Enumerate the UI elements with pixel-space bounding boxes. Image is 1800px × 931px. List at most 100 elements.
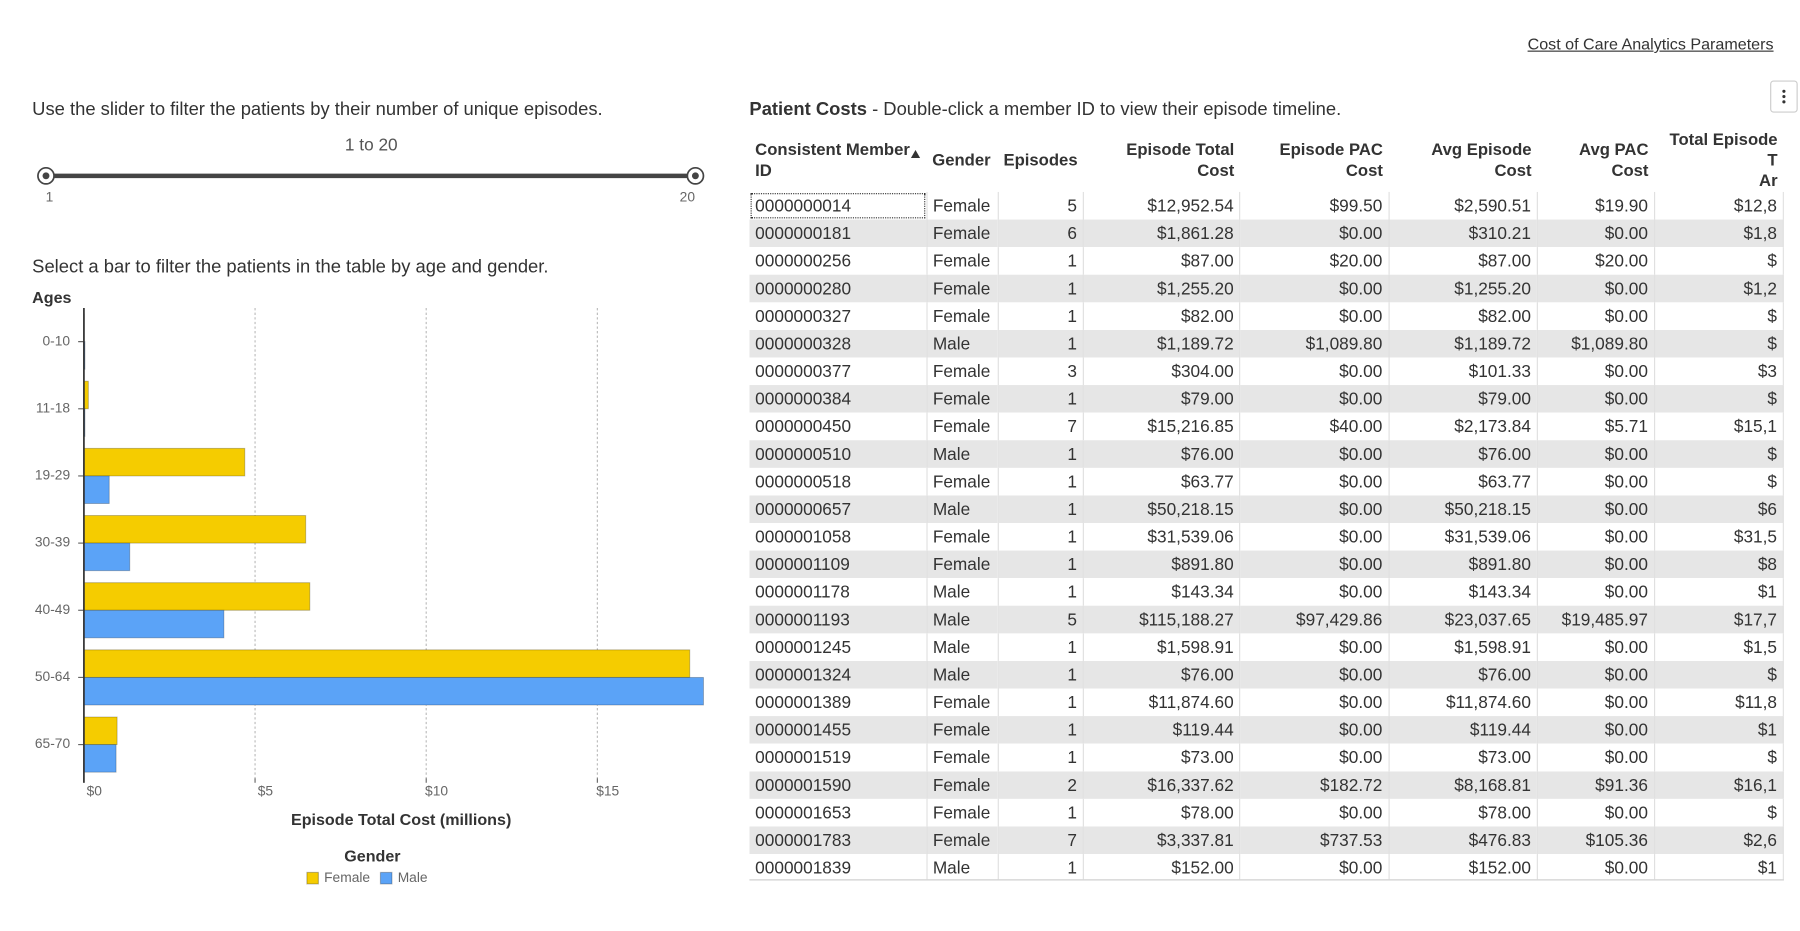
table-cell: 0000000327: [749, 302, 928, 330]
table-cell: $101.33: [1388, 357, 1538, 386]
table-row[interactable]: 0000001058 Female 1 $31,539.06 $0.00 $31,539.…: [749, 522, 1784, 551]
y-tick-label: 0-10: [43, 333, 71, 348]
bar[interactable]: [83, 649, 691, 678]
menu-button[interactable]: [1770, 80, 1798, 113]
table-cell: $78.00: [1388, 798, 1538, 827]
column-header[interactable]: Episodes: [1003, 151, 1078, 171]
table-cell: $1,598.91: [1083, 633, 1241, 661]
column-header[interactable]: Total Episode T Ar: [1669, 131, 1778, 191]
table-cell: $2,6: [1654, 826, 1784, 855]
table-row[interactable]: 0000000327 Female 1 $82.00 $0.00 $82.00 $0.00 $: [749, 302, 1784, 330]
table-row[interactable]: 0000001519 Female 1 $73.00 $0.00 $73.00 $0.00 $: [749, 743, 1784, 772]
table-cell: $0.00: [1537, 743, 1655, 772]
table-row[interactable]: 0000000518 Female 1 $63.77 $0.00 $63.77 $0.00 $: [749, 467, 1784, 496]
table-cell: Male: [926, 660, 999, 689]
column-header[interactable]: Episode Total Cost: [1126, 141, 1235, 181]
table-row[interactable]: 0000000384 Female 1 $79.00 $0.00 $79.00 $0.00 $: [749, 385, 1784, 413]
table-cell: $: [1654, 302, 1784, 330]
table-cell: Female: [926, 798, 999, 827]
bar[interactable]: [83, 515, 307, 544]
table-row[interactable]: 0000000377 Female 3 $304.00 $0.00 $101.33 $0.0…: [749, 357, 1784, 386]
table-cell: $0.00: [1537, 274, 1655, 303]
table-cell: $0.00: [1537, 495, 1655, 523]
table-cell: 1: [997, 440, 1084, 468]
column-header[interactable]: Gender: [932, 151, 991, 171]
bar[interactable]: [83, 609, 225, 639]
table-cell: 1: [997, 550, 1084, 579]
table-cell: 5: [997, 605, 1084, 634]
table-cell: 0000000377: [749, 357, 928, 386]
table-row[interactable]: 0000000657 Male 1 $50,218.15 $0.00 $50,218.15…: [749, 495, 1784, 523]
table-row[interactable]: 0000001653 Female 1 $78.00 $0.00 $78.00 $0.00 $: [749, 798, 1784, 827]
table-cell: $19.90: [1537, 191, 1655, 220]
table-row[interactable]: 0000001109 Female 1 $891.80 $0.00 $891.80 $0.0…: [749, 550, 1784, 579]
table-cell: $0.00: [1537, 385, 1655, 413]
bar[interactable]: [83, 582, 311, 611]
column-header[interactable]: Avg Episode Cost: [1431, 141, 1532, 181]
table-row[interactable]: 0000000450 Female 7 $15,216.85 $40.00 $2,173.…: [749, 412, 1784, 441]
table-cell: $16,337.62: [1083, 771, 1241, 799]
parameters-link[interactable]: Cost of Care Analytics Parameters: [1527, 34, 1774, 53]
table-cell: $50,218.15: [1083, 495, 1241, 523]
table-cell: $15,1: [1654, 412, 1784, 441]
table-cell: $1,598.91: [1388, 633, 1538, 661]
table-row[interactable]: 0000001178 Male 1 $143.34 $0.00 $143.34 $0.00 $…: [749, 578, 1784, 606]
table-cell: $76.00: [1083, 660, 1241, 689]
column-header[interactable]: Episode PAC Cost: [1279, 141, 1383, 181]
x-axis-title: Episode Total Cost (millions): [291, 811, 511, 829]
bar[interactable]: [83, 475, 110, 504]
table-cell: Female: [926, 357, 999, 386]
bar[interactable]: [83, 716, 118, 746]
table-row[interactable]: 0000001455 Female 1 $119.44 $0.00 $119.44 $0.0…: [749, 716, 1784, 744]
table-cell: Male: [926, 495, 999, 523]
table-cell: $0.00: [1240, 219, 1390, 248]
table-cell: $20.00: [1240, 247, 1390, 275]
table-cell: 0000000014: [749, 191, 928, 220]
bar[interactable]: [83, 676, 704, 706]
table-cell: $73.00: [1388, 743, 1538, 772]
table-cell: $0.00: [1240, 743, 1390, 772]
table-cell: 1: [997, 743, 1084, 772]
slider-handle-dot: [691, 172, 699, 180]
table-cell: $1,5: [1654, 633, 1784, 661]
table-row[interactable]: 0000001590 Female 2 $16,337.62 $182.72 $8,168…: [749, 771, 1784, 799]
table-row[interactable]: 0000001245 Male 1 $1,598.91 $0.00 $1,598.91 $0…: [749, 633, 1784, 661]
table-cell: $15,216.85: [1083, 412, 1241, 441]
table-cell: Female: [926, 219, 999, 248]
legend-title: Gender: [344, 848, 401, 866]
table-cell: 6: [997, 219, 1084, 248]
column-header[interactable]: Avg PAC Cost: [1579, 141, 1649, 181]
table-row[interactable]: 0000000256 Female 1 $87.00 $20.00 $87.00 $20.0…: [749, 247, 1784, 275]
bar[interactable]: [83, 447, 246, 477]
table-cell: Male: [926, 854, 999, 880]
table-row[interactable]: 0000001389 Female 1 $11,874.60 $0.00 $11,874.…: [749, 688, 1784, 717]
table-cell: Female: [926, 522, 999, 551]
x-tick-label: $15: [596, 784, 619, 799]
table-row[interactable]: 0000001193 Male 5 $115,188.27 $97,429.86 $23,…: [749, 605, 1784, 634]
table-cell: $1,089.80: [1240, 329, 1390, 358]
y-tick-label: 30-39: [35, 535, 71, 550]
table-row[interactable]: 0000000328 Male 1 $1,189.72 $1,089.80 $1,189.…: [749, 329, 1784, 358]
table-cell: 0000001839: [749, 854, 928, 880]
table-cell: $12,8: [1654, 191, 1784, 220]
y-axis-title: Ages: [32, 289, 71, 307]
column-header[interactable]: Consistent Member ID: [749, 130, 926, 192]
table-cell: 1: [997, 329, 1084, 358]
table-row[interactable]: 0000000510 Male 1 $76.00 $0.00 $76.00 $0.00 $: [749, 440, 1784, 468]
table-row[interactable]: 0000001839 Male 1 $152.00 $0.00 $152.00 $0.00 $…: [749, 854, 1784, 880]
table-cell: 0000000384: [749, 385, 928, 413]
table-cell: $17,7: [1654, 605, 1784, 634]
table-row[interactable]: 0000000280 Female 1 $1,255.20 $0.00 $1,255.20…: [749, 274, 1784, 303]
table-cell: $63.77: [1083, 467, 1241, 496]
bar[interactable]: [83, 744, 117, 773]
table-cell: $1,2: [1654, 274, 1784, 303]
table-row[interactable]: 0000001783 Female 7 $3,337.81 $737.53 $476.83…: [749, 826, 1784, 855]
table-cell: 0000001455: [749, 716, 928, 744]
table-row[interactable]: 0000000181 Female 6 $1,861.28 $0.00 $310.21 $0…: [749, 219, 1784, 248]
table-row[interactable]: 0000001324 Male 1 $76.00 $0.00 $76.00 $0.00 $: [749, 660, 1784, 689]
slider-label: 1 to 20: [344, 135, 398, 156]
table-cell: $2,173.84: [1388, 412, 1538, 441]
slider[interactable]: 1 20: [0, 161, 736, 213]
bar[interactable]: [83, 542, 131, 572]
table-row[interactable]: 0000000014 Female 5 $12,952.54 $99.50 $2,590.…: [749, 191, 1784, 220]
